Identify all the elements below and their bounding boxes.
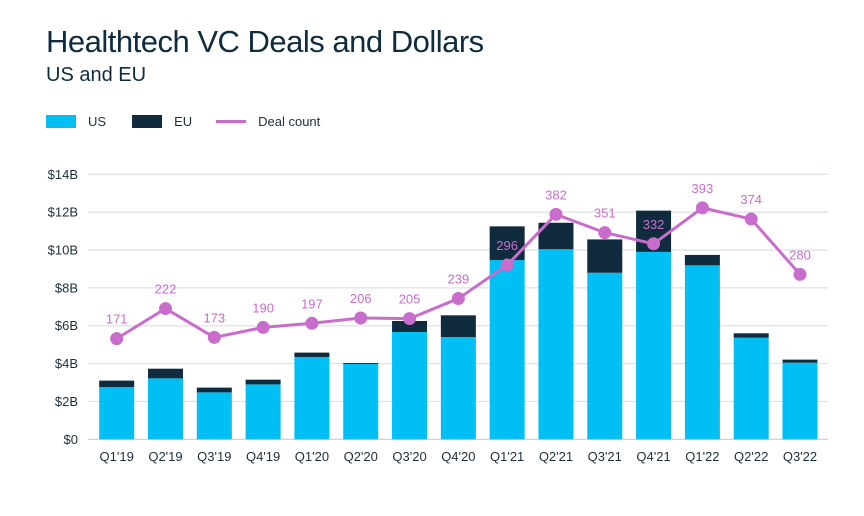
bar-eu	[148, 368, 184, 379]
bar-eu	[99, 380, 135, 388]
x-tick-label: Q2'21	[539, 449, 573, 464]
bar-us	[196, 392, 232, 440]
bar-us	[684, 265, 720, 440]
legend-label-eu: EU	[174, 114, 193, 129]
x-tick-label: Q1'19	[100, 449, 134, 464]
deal-count-point	[695, 201, 709, 215]
bar-us	[99, 387, 135, 440]
x-tick-label: Q1'22	[685, 449, 719, 464]
bar-us	[294, 356, 330, 440]
bar-eu	[440, 315, 476, 338]
deal-count-label: 296	[496, 238, 518, 253]
y-tick-label: $6B	[55, 318, 78, 333]
legend: US EU Deal count	[46, 114, 340, 129]
x-tick-label: Q1'21	[490, 449, 524, 464]
bar-us	[587, 272, 623, 440]
deal-count-label: 171	[106, 312, 128, 327]
legend-item-eu: EU	[132, 114, 192, 129]
bar-us	[538, 249, 574, 440]
deal-count-label: 351	[594, 206, 616, 221]
y-tick-label: $14B	[48, 167, 78, 182]
y-tick-label: $4B	[55, 356, 78, 371]
bar-us	[148, 378, 184, 440]
bar-eu	[782, 359, 818, 363]
legend-label-deal-count: Deal count	[258, 114, 321, 129]
deal-count-point	[598, 226, 612, 240]
x-tick-label: Q3'22	[783, 449, 817, 464]
deal-count-label: 205	[399, 292, 421, 307]
deal-count-point	[256, 320, 270, 334]
legend-item-us: US	[46, 114, 106, 129]
deal-count-point	[451, 292, 465, 306]
deal-count-point	[549, 207, 563, 221]
bar-eu	[684, 254, 720, 266]
deal-count-point	[354, 311, 368, 325]
x-tick-label: Q4'20	[441, 449, 475, 464]
legend-swatch-us	[46, 115, 76, 128]
deal-count-label: 222	[155, 282, 177, 297]
bar-eu	[392, 320, 428, 332]
x-tick-label: Q3'21	[588, 449, 622, 464]
deal-count-label: 206	[350, 291, 372, 306]
y-tick-label: $12B	[48, 205, 78, 220]
bar-us	[782, 362, 818, 440]
deal-count-point	[110, 332, 124, 346]
deal-count-label: 190	[252, 300, 274, 315]
deal-count-point	[793, 267, 807, 281]
x-tick-label: Q3'19	[197, 449, 231, 464]
bar-us	[343, 363, 379, 440]
deal-count-point	[744, 212, 758, 226]
deal-count-label: 374	[740, 192, 762, 207]
chart-subtitle: US and EU	[46, 64, 147, 86]
bar-eu	[343, 363, 379, 364]
bar-us	[245, 384, 281, 440]
deal-count-point	[500, 258, 514, 272]
deal-count-label: 197	[301, 296, 323, 311]
y-tick-label: $10B	[48, 243, 78, 258]
deal-count-point	[305, 316, 319, 330]
bar-us	[489, 260, 525, 440]
x-tick-label: Q1'20	[295, 449, 329, 464]
x-tick-label: Q4'21	[636, 449, 670, 464]
x-tick-label: Q2'20	[344, 449, 378, 464]
y-tick-label: $8B	[55, 280, 78, 295]
x-tick-label: Q2'22	[734, 449, 768, 464]
bar-us	[636, 251, 672, 440]
legend-swatch-eu	[132, 115, 163, 128]
bar-eu	[733, 333, 769, 338]
deal-count-point	[207, 330, 221, 344]
y-tick-label: $0	[64, 432, 78, 447]
deal-count-point	[403, 312, 417, 326]
x-tick-label: Q2'19	[148, 449, 182, 464]
bar-eu	[587, 239, 623, 273]
deal-count-label: 173	[203, 310, 225, 325]
x-tick-label: Q3'20	[392, 449, 426, 464]
x-tick-label: Q4'19	[246, 449, 280, 464]
deal-count-point	[647, 237, 661, 251]
legend-label-us: US	[88, 114, 107, 129]
bar-us	[392, 331, 428, 440]
legend-line-deal-count	[216, 120, 247, 123]
deal-count-label: 393	[692, 181, 714, 196]
bar-us	[440, 337, 476, 440]
bar-eu	[294, 352, 330, 357]
legend-item-deal-count: Deal count	[216, 114, 320, 129]
bar-eu	[196, 387, 232, 393]
deal-count-label: 280	[789, 247, 811, 262]
deal-count-point	[159, 302, 173, 316]
deal-count-label: 382	[545, 187, 567, 202]
deal-count-label: 239	[447, 272, 469, 287]
bar-eu	[245, 379, 281, 385]
y-tick-label: $2B	[55, 394, 78, 409]
bar-us	[733, 337, 769, 440]
deal-count-label: 332	[643, 217, 665, 232]
chart-title: Healthtech VC Deals and Dollars	[46, 24, 484, 59]
